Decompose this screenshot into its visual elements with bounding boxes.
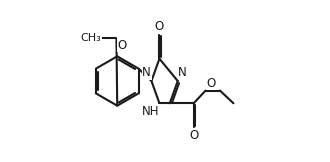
Text: O: O [206, 77, 215, 90]
Text: NH: NH [142, 105, 159, 118]
Text: O: O [155, 20, 164, 33]
Text: O: O [189, 129, 198, 142]
Text: N: N [142, 66, 151, 79]
Text: O: O [117, 39, 126, 52]
Text: CH₃: CH₃ [81, 33, 101, 43]
Text: N: N [178, 66, 187, 79]
